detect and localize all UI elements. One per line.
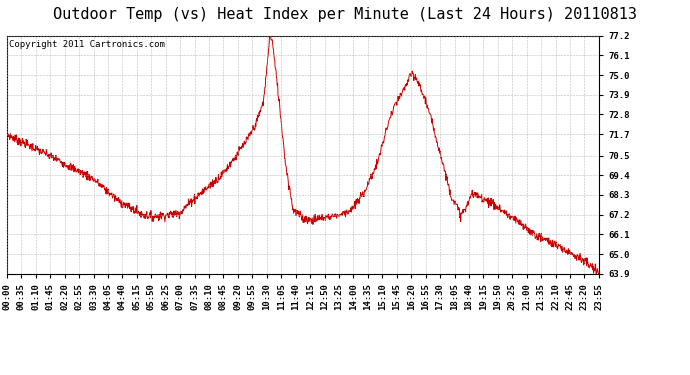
- Text: Copyright 2011 Cartronics.com: Copyright 2011 Cartronics.com: [9, 40, 164, 50]
- Text: Outdoor Temp (vs) Heat Index per Minute (Last 24 Hours) 20110813: Outdoor Temp (vs) Heat Index per Minute …: [53, 8, 637, 22]
